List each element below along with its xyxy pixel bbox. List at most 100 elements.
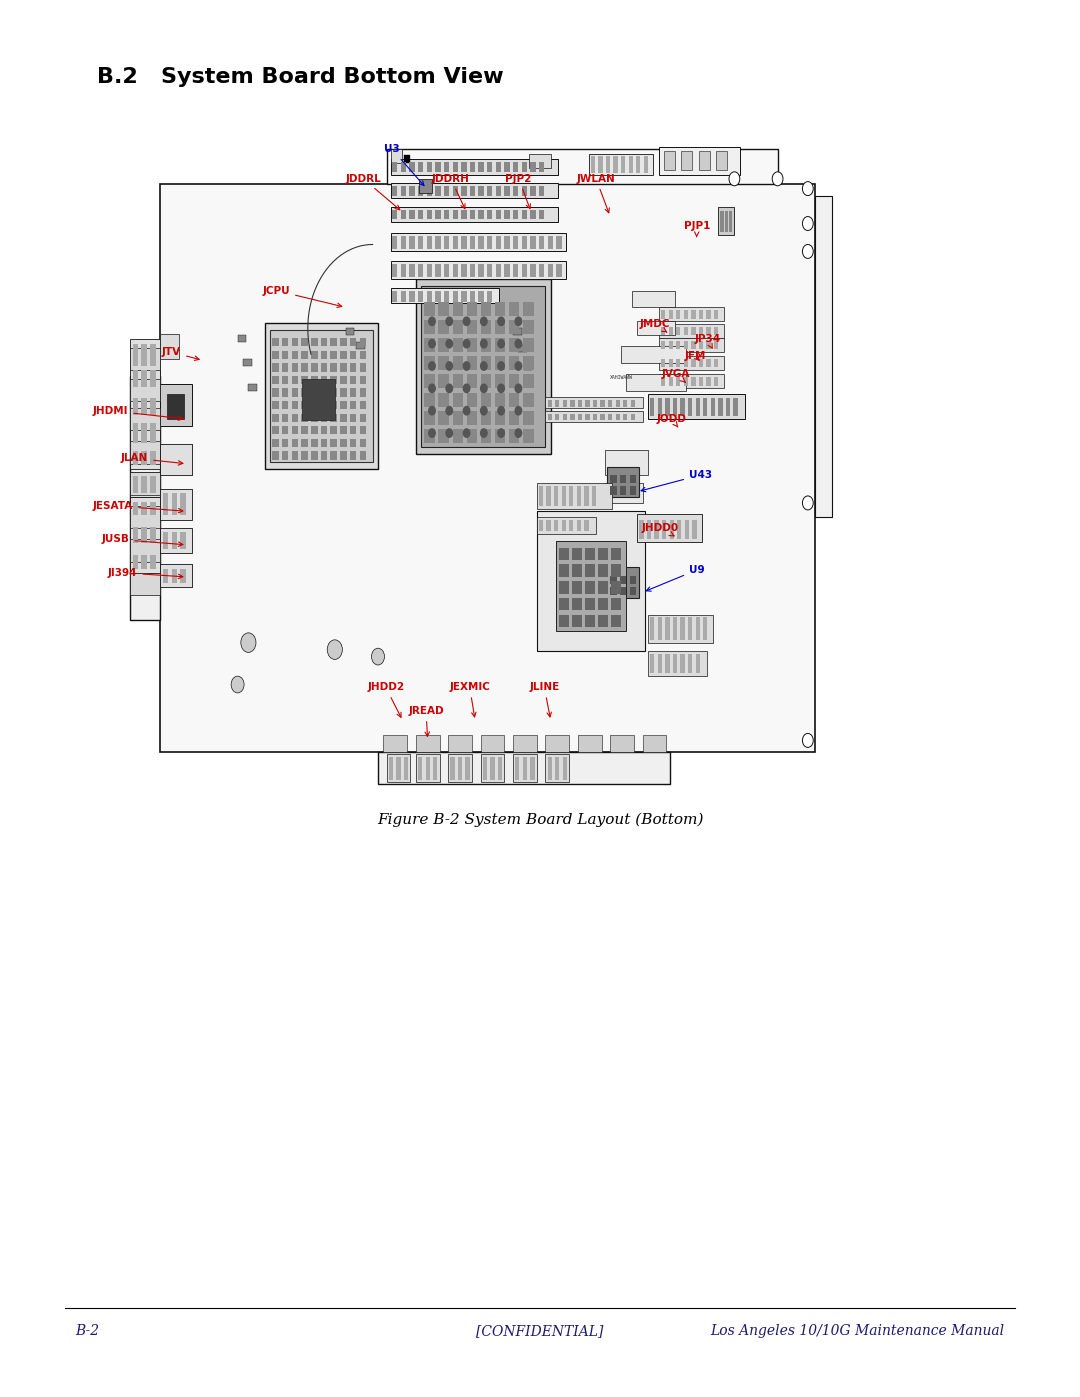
Bar <box>130 539 160 562</box>
Bar <box>340 401 347 409</box>
Bar <box>360 351 366 359</box>
Bar <box>282 388 288 397</box>
Bar <box>554 486 558 506</box>
Text: JHDMI: JHDMI <box>93 405 183 420</box>
Bar <box>130 339 160 370</box>
Bar <box>461 291 467 302</box>
Circle shape <box>446 362 453 370</box>
Bar <box>523 393 534 407</box>
Bar <box>696 398 700 416</box>
Bar <box>427 236 432 249</box>
Bar <box>427 210 432 219</box>
Bar <box>180 493 186 515</box>
Bar <box>301 351 308 359</box>
Bar <box>523 374 534 388</box>
Bar <box>537 483 612 509</box>
Bar <box>130 441 160 464</box>
Bar <box>658 617 662 640</box>
Circle shape <box>446 407 453 415</box>
Bar <box>699 341 703 349</box>
Bar <box>340 388 347 397</box>
Bar <box>509 411 519 425</box>
Bar <box>636 156 640 173</box>
Bar <box>670 520 674 539</box>
Bar <box>133 344 138 366</box>
Bar <box>729 211 732 232</box>
Bar <box>311 338 318 346</box>
Bar <box>611 581 621 594</box>
Circle shape <box>429 384 435 393</box>
Bar <box>391 159 558 175</box>
Bar <box>130 573 160 595</box>
Circle shape <box>446 339 453 348</box>
Bar <box>699 327 703 335</box>
Bar <box>696 617 700 640</box>
Bar <box>401 291 406 302</box>
Bar <box>356 342 365 349</box>
Bar <box>282 363 288 372</box>
Bar <box>292 439 298 447</box>
Bar <box>577 486 581 506</box>
Bar <box>562 486 566 506</box>
Bar <box>150 398 156 415</box>
Bar <box>680 617 685 640</box>
Bar <box>691 327 696 335</box>
Circle shape <box>463 429 470 437</box>
Bar <box>467 338 477 352</box>
Bar <box>681 151 692 170</box>
Bar <box>691 377 696 386</box>
Bar <box>272 388 279 397</box>
Bar <box>470 236 475 249</box>
Bar <box>545 397 643 408</box>
Bar <box>647 520 651 539</box>
Bar <box>141 451 147 465</box>
Bar <box>453 186 458 196</box>
Bar <box>272 351 279 359</box>
Bar <box>448 735 472 752</box>
Bar <box>504 236 510 249</box>
Bar <box>623 414 627 420</box>
Bar <box>141 398 147 415</box>
Bar <box>141 527 147 543</box>
Bar <box>669 341 673 349</box>
Bar <box>301 414 308 422</box>
Bar <box>630 587 636 595</box>
Bar <box>718 398 723 416</box>
Bar <box>648 651 707 676</box>
Bar <box>418 757 422 780</box>
Bar <box>453 320 463 334</box>
Bar <box>546 486 551 506</box>
Bar <box>637 514 702 542</box>
Bar <box>659 356 724 370</box>
Text: U9: U9 <box>646 564 704 591</box>
Bar <box>692 520 697 539</box>
Circle shape <box>515 429 522 437</box>
Circle shape <box>446 429 453 437</box>
Bar <box>559 564 569 577</box>
Bar <box>378 752 670 784</box>
Bar <box>676 327 680 335</box>
Bar <box>301 363 308 372</box>
Text: JWLAN: JWLAN <box>577 173 616 212</box>
Bar <box>691 359 696 367</box>
Bar <box>572 564 582 577</box>
Bar <box>450 757 455 780</box>
Bar <box>529 154 551 168</box>
Bar <box>330 363 337 372</box>
Circle shape <box>498 362 504 370</box>
Bar <box>621 346 686 363</box>
Text: JLINE: JLINE <box>529 682 559 717</box>
Bar <box>478 291 484 302</box>
Bar <box>673 617 677 640</box>
Bar <box>593 414 597 420</box>
Bar <box>302 379 335 420</box>
Bar <box>487 291 492 302</box>
Bar <box>654 520 659 539</box>
Bar <box>577 520 581 531</box>
Text: JDDRH: JDDRH <box>432 173 470 208</box>
Text: U3: U3 <box>384 144 424 186</box>
Bar <box>311 376 318 384</box>
Bar <box>539 520 543 531</box>
Bar <box>311 451 318 460</box>
Bar <box>718 207 734 235</box>
